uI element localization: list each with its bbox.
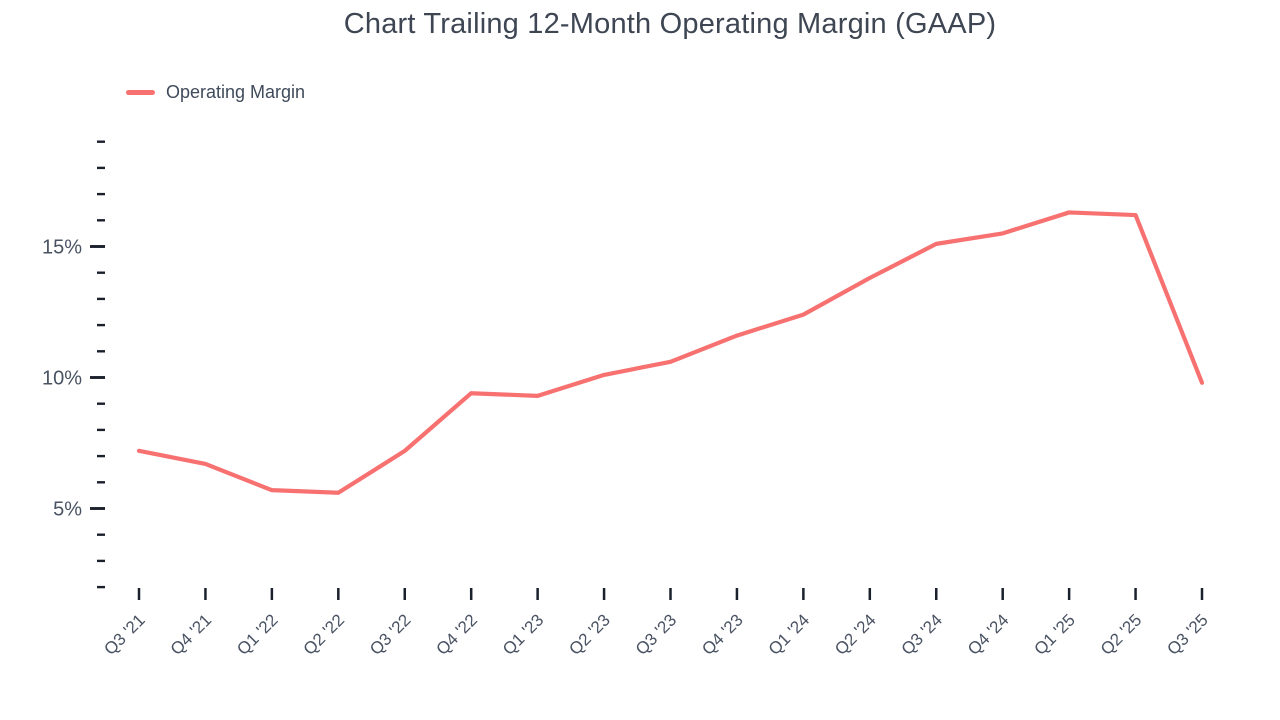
x-axis-tick-label: Q3 '22 [366,610,414,658]
legend: Operating Margin [126,82,305,103]
x-axis-tick-label: Q3 '23 [632,610,680,658]
y-axis-tick-label: 15% [42,237,82,259]
x-axis-tick-label: Q2 '23 [565,610,613,658]
x-axis-tick-label: Q1 '25 [1030,610,1078,658]
x-axis-tick-label: Q4 '22 [433,610,481,658]
x-axis-tick-label: Q1 '24 [765,610,813,658]
x-axis-tick-label: Q3 '25 [1163,610,1211,658]
y-axis-tick-label: 5% [53,499,82,521]
legend-label: Operating Margin [166,82,306,102]
x-axis-tick-label: Q1 '22 [233,610,281,658]
x-axis-tick-label: Q3 '21 [100,610,148,658]
x-axis-tick-label: Q2 '25 [1097,610,1145,658]
x-axis-tick-label: Q4 '24 [964,610,1012,658]
x-axis-tick-label: Q2 '22 [300,610,348,658]
legend-line-swatch [126,90,155,95]
x-axis-tick-label: Q4 '21 [167,610,215,658]
operating-margin-line [136,210,1205,495]
x-axis-tick-label: Q2 '24 [831,610,879,658]
x-axis-tick-label: Q1 '23 [499,610,547,658]
x-axis-tick-label: Q4 '23 [698,610,746,658]
y-axis-tick-label: 10% [42,368,82,390]
x-axis-tick-label: Q3 '24 [898,610,946,658]
chart-title: Chart Trailing 12-Month Operating Margin… [343,8,997,40]
